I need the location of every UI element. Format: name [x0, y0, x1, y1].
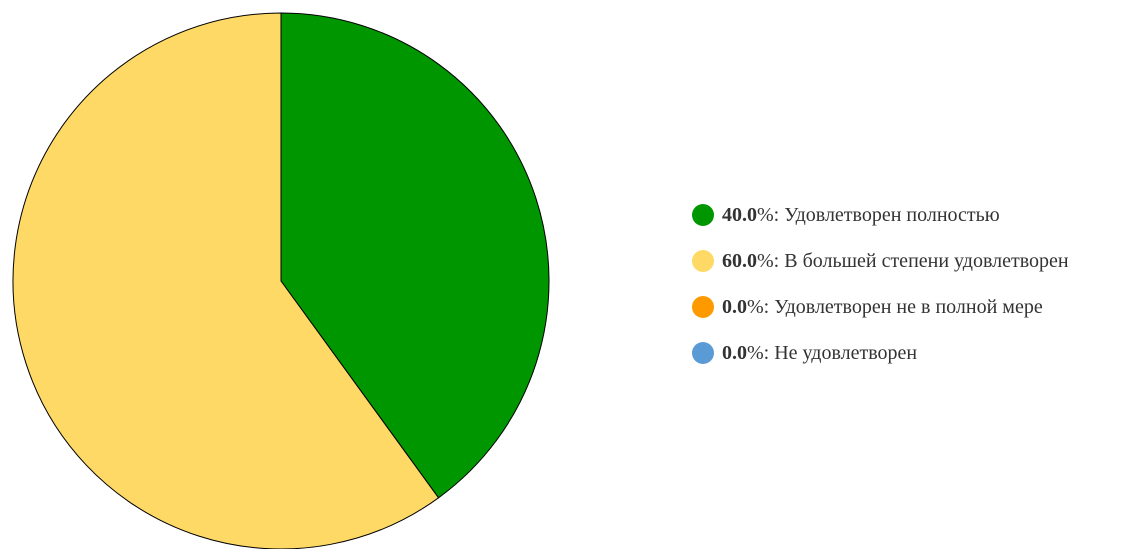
legend-unit: %	[757, 249, 774, 272]
legend-swatch	[692, 296, 714, 318]
legend-label: В большей степени удовлетворен	[784, 249, 1069, 272]
legend-label: Удовлетворен не в полной мере	[774, 295, 1043, 318]
pie-chart	[12, 12, 550, 549]
legend-swatch	[692, 342, 714, 364]
legend-label: Не удовлетворен	[774, 341, 918, 364]
legend-item: 60.0%: В большей степени удовлетворен	[692, 249, 1069, 273]
legend-swatch	[692, 250, 714, 272]
legend-item: 0.0%: Не удовлетворен	[692, 341, 1069, 365]
legend-unit: %	[757, 203, 774, 226]
legend-item: 0.0%: Удовлетворен не в полной мере	[692, 295, 1069, 319]
pie-slice	[12, 12, 440, 549]
legend-unit: %	[747, 295, 764, 318]
legend-percent: 0.0	[722, 295, 747, 318]
legend-percent: 40.0	[722, 203, 757, 226]
legend-item: 40.0%: Удовлетворен полностью	[692, 203, 1069, 227]
chart-legend: 40.0%: Удовлетворен полностью 60.0%: В б…	[692, 203, 1069, 387]
legend-swatch	[692, 204, 714, 226]
legend-label: Удовлетворен полностью	[784, 203, 1000, 226]
pie-slice	[280, 12, 550, 499]
legend-percent: 60.0	[722, 249, 757, 272]
legend-percent: 0.0	[722, 341, 747, 364]
legend-unit: %	[747, 341, 764, 364]
